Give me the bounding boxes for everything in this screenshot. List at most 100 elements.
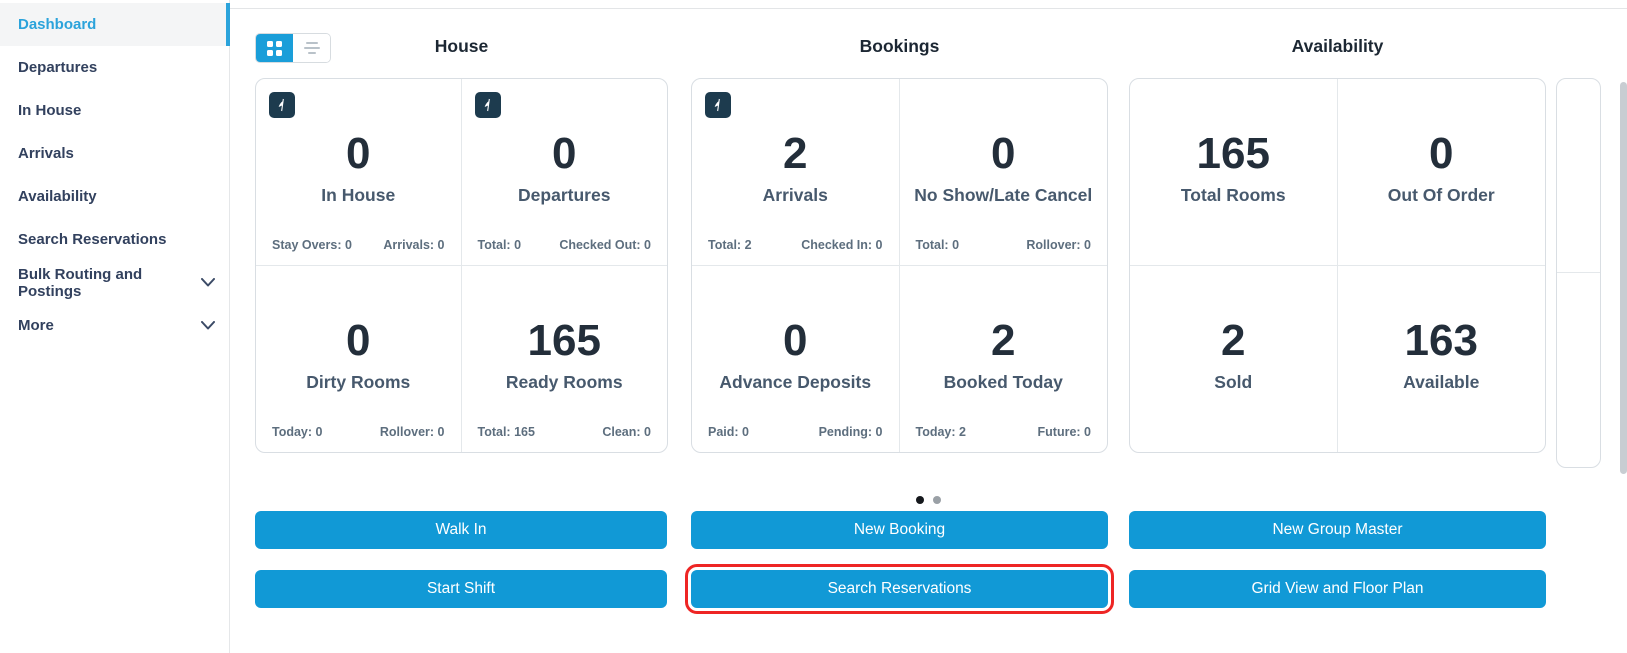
new-booking-button[interactable]: New Booking [691, 511, 1108, 549]
sidebar-item-dashboard[interactable]: Dashboard [0, 3, 230, 46]
stat-label: Booked Today [943, 371, 1063, 392]
stat-value: 2 [991, 315, 1016, 365]
card-no-show-late-cancel[interactable]: 0 No Show/Late Cancel Total: 0 Rollover:… [899, 79, 1107, 266]
sidebar-item-arrivals[interactable]: Arrivals [0, 132, 229, 175]
sidebar-item-label: More [18, 317, 54, 334]
stat-label: Sold [1214, 371, 1253, 392]
start-shift-button[interactable]: Start Shift [255, 570, 667, 608]
stat-right: Checked In: 0 [801, 237, 883, 252]
card-out-of-order[interactable]: 0 Out Of Order [1337, 79, 1545, 266]
active-indicator-bar [226, 3, 230, 46]
sidebar-item-label: Search Reservations [18, 231, 167, 248]
list-view-button[interactable] [293, 34, 330, 62]
section-title-house: House [434, 36, 489, 56]
stat-left: Total: 2 [708, 237, 752, 252]
card-available[interactable]: 163 Available [1338, 266, 1546, 453]
card-sold[interactable]: 2 Sold [1130, 265, 1338, 452]
brand-flag-icon [705, 92, 731, 118]
content-top-divider [230, 8, 1627, 9]
card-departures[interactable]: 0 Departures Total: 0 Checked Out: 0 [461, 79, 667, 266]
sidebar-item-label: Arrivals [18, 145, 74, 162]
sidebar-item-label: Bulk Routing and Postings [18, 265, 143, 300]
sidebar-item-label: Departures [18, 59, 98, 76]
stat-left: Paid: 0 [708, 425, 749, 439]
card-booked-today[interactable]: 2 Booked Today Today: 2 Future: 0 [900, 266, 1108, 453]
sidebar-item-label: Dashboard [18, 16, 97, 33]
brand-flag-icon [474, 92, 501, 118]
stat-label: Advance Deposits [719, 371, 872, 392]
bookings-panel: 2 Arrivals Total: 2 Checked In: 0 0 No S… [691, 78, 1108, 453]
walk-in-button[interactable]: Walk In [255, 511, 667, 549]
card-arrivals[interactable]: 2 Arrivals Total: 2 Checked In: 0 [692, 79, 900, 266]
stat-right: Arrivals: 0 [383, 237, 445, 252]
stat-value: 2 [1221, 315, 1246, 365]
card-dirty-rooms[interactable]: 0 Dirty Rooms Today: 0 Rollover: 0 [256, 265, 462, 452]
stat-right: Clean: 0 [602, 425, 651, 439]
peek-card [1557, 273, 1600, 467]
chevron-down-icon [201, 321, 215, 330]
stat-value: 163 [1404, 315, 1478, 365]
brand-flag-icon [269, 92, 295, 118]
house-panel: 0 In House Stay Overs: 0 Arrivals: 0 0 D… [255, 78, 668, 453]
sidebar-item-departures[interactable]: Departures [0, 46, 229, 89]
pager-dot-2[interactable] [933, 496, 941, 504]
stat-label: Ready Rooms [505, 371, 623, 392]
grid-view-icon [267, 40, 282, 56]
stat-right: Future: 0 [1037, 425, 1091, 439]
stat-label: Total Rooms [1180, 185, 1286, 205]
search-reservations-button[interactable]: Search Reservations [685, 564, 1114, 614]
vertical-scrollbar-thumb[interactable] [1620, 82, 1627, 474]
card-advance-deposits[interactable]: 0 Advance Deposits Paid: 0 Pending: 0 [692, 265, 900, 452]
stat-value: 165 [527, 315, 601, 365]
stat-label: Arrivals [762, 185, 828, 205]
stat-value: 0 [346, 129, 371, 178]
grid-view-and-floor-plan-button[interactable]: Grid View and Floor Plan [1129, 570, 1546, 608]
card-ready-rooms[interactable]: 165 Ready Rooms Total: 165 Clean: 0 [462, 266, 668, 453]
stat-value: 0 [783, 315, 808, 365]
sidebar: Dashboard Departures In House Arrivals A… [0, 0, 230, 653]
stat-right: Rollover: 0 [379, 425, 445, 439]
stat-right: Checked Out: 0 [559, 237, 651, 252]
stat-label: Out Of Order [1387, 185, 1495, 205]
stat-label: Available [1403, 371, 1480, 392]
stat-label: In House [321, 185, 396, 205]
stat-value: 0 [552, 129, 577, 178]
availability-panel: 165 Total Rooms 0 Out Of Order 2 Sold 16… [1129, 78, 1546, 453]
stat-label: No Show/Late Cancel [914, 185, 1093, 205]
card-total-rooms[interactable]: 165 Total Rooms [1130, 79, 1338, 266]
peek-card [1557, 79, 1600, 273]
section-title-availability: Availability [1291, 36, 1384, 56]
sidebar-item-more[interactable]: More [0, 304, 229, 347]
stat-value: 2 [783, 129, 808, 178]
stat-value: 0 [991, 129, 1016, 178]
stat-left: Total: 0 [915, 237, 960, 252]
new-group-master-button[interactable]: New Group Master [1129, 511, 1546, 549]
chevron-down-icon [201, 278, 215, 287]
stat-left: Total: 165 [477, 425, 535, 439]
pager-dot-1[interactable] [916, 496, 924, 504]
sidebar-item-label: In House [18, 102, 82, 119]
stat-right: Rollover: 0 [1026, 237, 1091, 252]
grid-view-button[interactable] [256, 34, 293, 62]
carousel-pager [230, 496, 1627, 504]
stat-value: 0 [346, 315, 371, 365]
card-in-house[interactable]: 0 In House Stay Overs: 0 Arrivals: 0 [256, 79, 462, 266]
view-toggle [255, 33, 331, 63]
stat-label: Dirty Rooms [306, 371, 411, 392]
stat-value: 165 [1196, 129, 1270, 178]
stat-left: Total: 0 [477, 237, 522, 252]
sidebar-item-label: Availability [18, 188, 97, 205]
stat-value: 0 [1429, 129, 1454, 178]
stat-left: Today: 0 [272, 425, 323, 439]
stat-left: Today: 2 [915, 425, 966, 439]
sidebar-item-in-house[interactable]: In House [0, 89, 229, 132]
section-title-bookings: Bookings [859, 36, 940, 56]
stat-left: Stay Overs: 0 [272, 237, 352, 252]
stat-right: Pending: 0 [818, 425, 883, 439]
sidebar-item-availability[interactable]: Availability [0, 175, 229, 218]
sidebar-item-bulk-routing-and-postings[interactable]: Bulk Routing and Postings [0, 261, 229, 304]
stat-label: Departures [518, 185, 611, 205]
sidebar-item-search-reservations[interactable]: Search Reservations [0, 218, 229, 261]
next-page-panel-peek[interactable] [1556, 78, 1601, 468]
list-view-icon [303, 39, 320, 57]
